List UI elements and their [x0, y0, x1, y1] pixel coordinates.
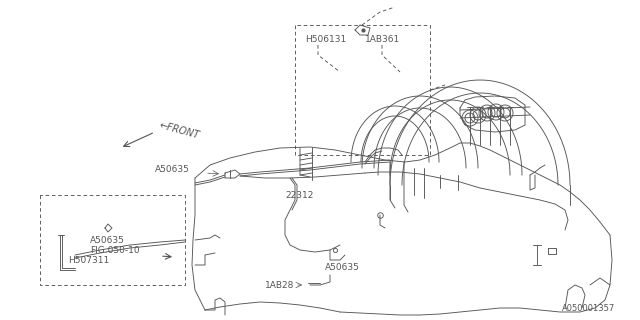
Text: H506131: H506131 — [305, 35, 346, 44]
Text: FIG.050-10: FIG.050-10 — [90, 246, 140, 255]
Text: 1AB28: 1AB28 — [265, 281, 294, 290]
Text: H507311: H507311 — [68, 256, 109, 265]
Text: 1AB361: 1AB361 — [365, 35, 400, 44]
Text: ←FRONT: ←FRONT — [158, 120, 200, 140]
Text: A050001357: A050001357 — [562, 304, 615, 313]
Text: A50635: A50635 — [155, 165, 190, 174]
Text: A50635: A50635 — [325, 263, 360, 272]
Text: A50635: A50635 — [90, 236, 125, 245]
Text: 22312: 22312 — [285, 191, 314, 200]
